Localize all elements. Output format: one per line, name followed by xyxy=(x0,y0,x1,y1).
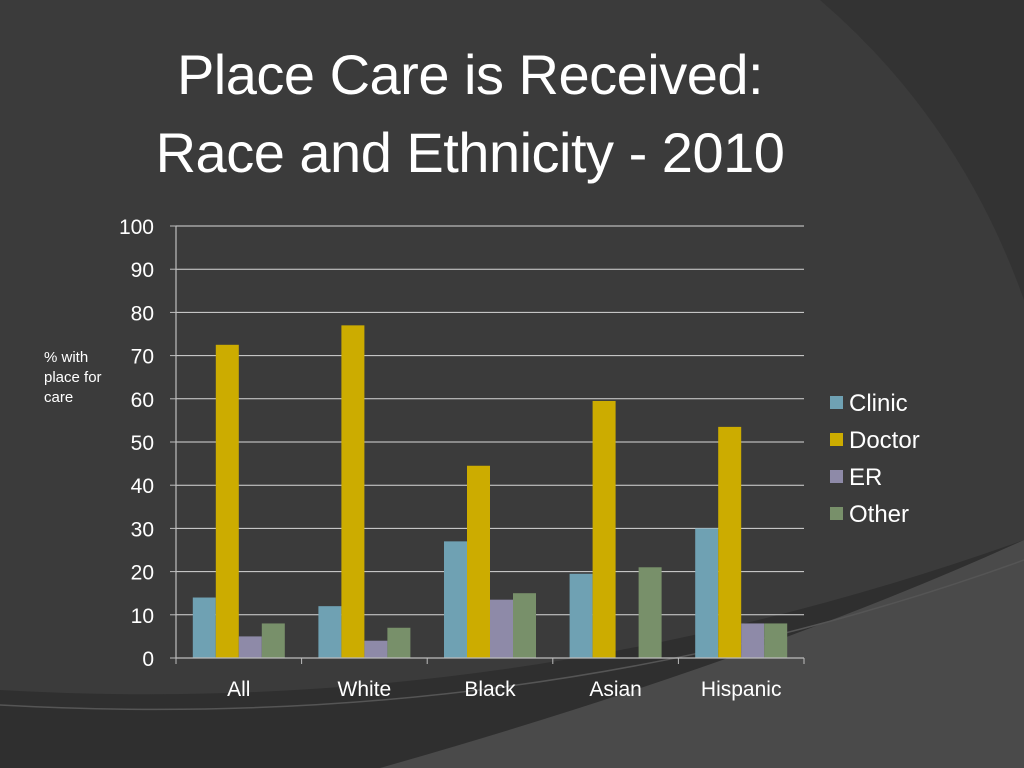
bar-doctor-white xyxy=(341,325,365,658)
chart-title-line-1: Place Care is Received: xyxy=(176,43,764,106)
bar-er-black xyxy=(490,599,513,658)
chart-title-line-2: Race and Ethnicity - 2010 xyxy=(155,121,785,184)
y-tick-label: 30 xyxy=(131,518,154,541)
y-tick-label: 40 xyxy=(131,475,154,498)
legend-label-clinic: Clinic xyxy=(849,390,908,417)
y-tick-label: 100 xyxy=(119,216,154,239)
legend-label-other: Other xyxy=(849,501,909,528)
legend-swatch-clinic xyxy=(830,396,843,409)
y-tick-label: 80 xyxy=(131,302,154,325)
y-tick-label: 60 xyxy=(131,389,154,412)
x-axis-ticks: All White Black Asian Hispanic xyxy=(175,658,805,701)
bar-other-asian xyxy=(638,567,662,658)
y-axis-ticks: 0 10 20 30 40 50 60 70 80 90 100 xyxy=(119,216,176,671)
bar-er-hispanic xyxy=(741,623,765,658)
legend-swatch-doctor xyxy=(830,433,843,446)
y-tick-label: 0 xyxy=(142,648,154,671)
bar-clinic-white xyxy=(318,606,342,658)
bar-er-all xyxy=(238,636,262,658)
legend-swatch-er xyxy=(830,470,843,483)
bar-other-hispanic xyxy=(764,623,788,658)
x-tick-label: Black xyxy=(464,678,516,701)
bar-clinic-hispanic xyxy=(695,528,719,658)
legend: Clinic Doctor ER Other xyxy=(830,390,920,528)
x-tick-label: Hispanic xyxy=(701,678,782,701)
bar-other-white xyxy=(387,627,411,658)
y-tick-label: 50 xyxy=(131,432,154,455)
legend-swatch-other xyxy=(830,507,843,520)
bar-er-white xyxy=(364,640,388,658)
bar-doctor-asian xyxy=(592,400,616,658)
bar-other-black xyxy=(513,593,536,658)
y-tick-label: 10 xyxy=(131,605,154,628)
bar-clinic-black xyxy=(444,541,467,658)
bar-clinic-all xyxy=(192,597,216,658)
y-axis-label: % with place for care xyxy=(44,349,102,406)
bar-doctor-black xyxy=(467,465,490,658)
bar-doctor-hispanic xyxy=(718,426,742,658)
legend-label-doctor: Doctor xyxy=(849,427,920,454)
y-tick-label: 70 xyxy=(131,346,154,369)
bar-doctor-all xyxy=(215,344,239,658)
y-tick-label: 20 xyxy=(131,562,154,585)
bar-clinic-asian xyxy=(569,573,593,658)
x-tick-label: All xyxy=(227,678,250,701)
x-tick-label: Asian xyxy=(589,678,642,701)
bar-other-all xyxy=(261,623,285,658)
x-tick-label: White xyxy=(338,678,392,701)
bars xyxy=(192,325,788,658)
axes xyxy=(175,226,804,659)
y-tick-label: 90 xyxy=(131,259,154,282)
legend-label-er: ER xyxy=(849,464,882,491)
